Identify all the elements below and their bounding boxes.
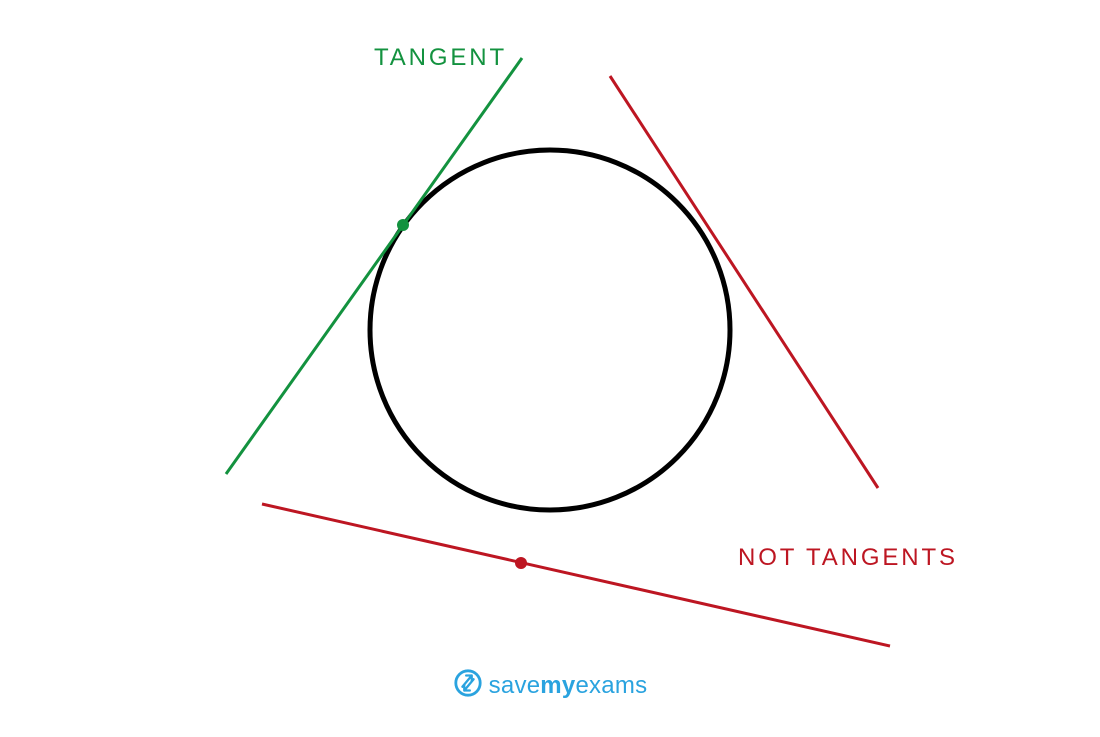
not-tangents-label: NOT TANGENTS: [738, 544, 958, 572]
non-tangent-dot: [515, 557, 527, 569]
main-circle: [370, 150, 730, 510]
tangent-line: [226, 58, 522, 474]
geometry-diagram: [0, 0, 1100, 737]
tangent-label: TANGENT: [374, 44, 507, 72]
brand-logo: savemyexams: [0, 668, 1100, 705]
tangent-point-dot: [397, 219, 409, 231]
brand-text-my: my: [540, 672, 575, 699]
secant-line: [610, 76, 878, 488]
brand-text-save: save: [489, 672, 541, 699]
brand-text-exams: exams: [575, 672, 647, 699]
non-tangent-line: [262, 504, 890, 646]
brand-logo-icon: [453, 668, 483, 705]
